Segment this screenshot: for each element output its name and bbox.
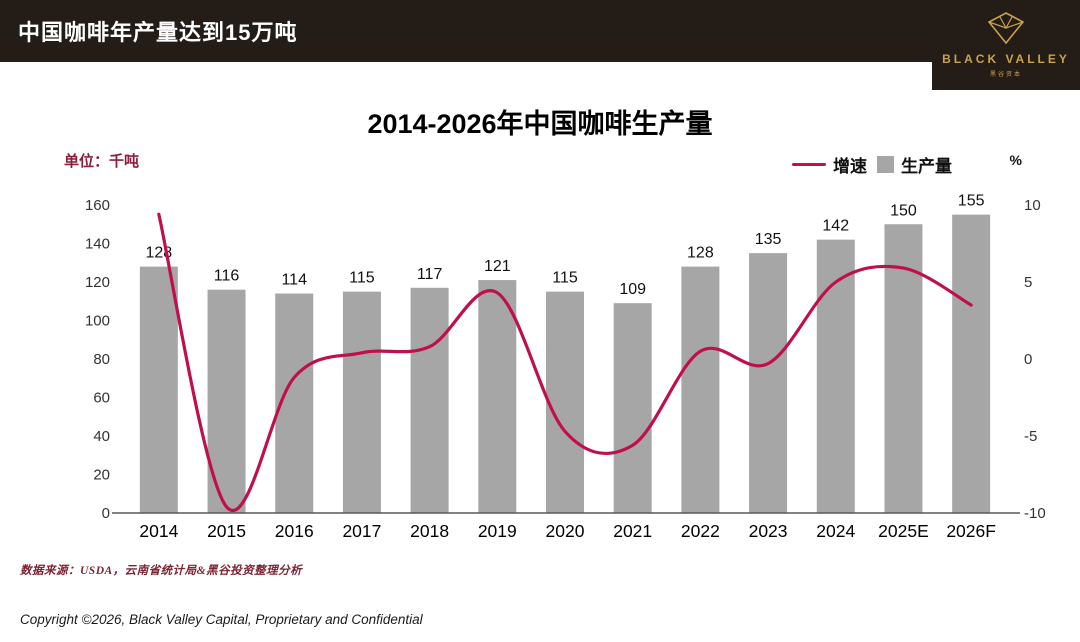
bar-value-label: 155 [958,193,985,210]
left-axis-tick-label: 0 [102,505,110,522]
left-axis-tick-label: 80 [93,351,110,368]
header-bar: 中国咖啡年产量达到15万吨 [0,0,1080,62]
legend-growth-label: 增速 [833,157,867,176]
production-bar-swatch [877,156,894,173]
left-axis-tick-label: 40 [93,428,110,445]
chart-legend: 增速 生产量 [792,152,952,177]
growth-line-swatch [792,163,826,166]
bar-2024 [816,239,855,513]
bar-value-label: 135 [755,231,782,248]
x-axis-label-2024: 2024 [816,521,855,541]
brand-subtext: 黑谷资本 [989,72,1022,78]
right-axis-tick-label: -5 [1024,428,1037,445]
right-axis-tick-label: 0 [1024,351,1032,368]
copyright-note: Copyright ©2026, Black Valley Capital, P… [20,612,423,627]
x-axis-label-2021: 2021 [613,521,652,541]
logo-box: BLACK VALLEY 黑谷资本 [932,0,1080,90]
bar-2020 [546,291,584,513]
bar-2018 [410,287,449,513]
unit-label: 单位：千吨 [64,153,140,170]
x-axis-label-2022: 2022 [681,521,720,541]
chart-title: 2014-2026年中国咖啡生产量 [367,109,713,139]
x-axis-label-2015: 2015 [207,521,246,541]
x-axis-label-2018: 2018 [410,521,449,541]
bar-2022 [681,266,720,513]
bar-2023 [749,253,788,513]
x-axis-label-2023: 2023 [749,521,788,541]
bar-value-label: 115 [349,270,375,287]
left-axis-tick-label: 100 [85,313,110,330]
right-axis-tick-label: -10 [1024,505,1046,522]
brand-name: BLACK VALLEY [942,52,1070,66]
bar-value-label: 128 [687,245,714,262]
x-axis-label-2025E: 2025E [878,521,929,541]
left-axis-tick-label: 60 [93,390,110,407]
bar-2017 [342,291,381,513]
bar-value-label: 150 [890,202,917,219]
bar-value-label: 114 [281,272,307,289]
bar-value-label: 115 [552,270,578,287]
bar-2021 [613,303,652,513]
legend-production-label: 生产量 [901,157,952,176]
header-title: 中国咖啡年产量达到15万吨 [18,20,298,45]
bar-value-label: 117 [417,266,443,283]
right-axis-tick-label: 5 [1024,274,1032,291]
growth-rate-line [157,212,973,512]
x-axis-label-2026F: 2026F [946,521,996,541]
right-axis-unit-label: % [1009,152,1022,168]
bar-value-label: 142 [822,218,849,235]
bar-value-label: 121 [484,258,511,275]
left-axis-tick-label: 140 [85,236,110,253]
left-axis-tick-label: 120 [85,274,110,291]
data-source-note: 数据来源：USDA，云南省统计局&黑谷投资整理分析 [20,565,303,577]
x-axis-label-2017: 2017 [342,521,381,541]
legend-item-production: 生产量 [877,152,952,177]
black-valley-logo-icon [986,12,1026,49]
bar-value-label: 116 [214,268,240,285]
x-axis-label-2020: 2020 [546,521,585,541]
legend-item-growth: 增速 [792,152,867,177]
left-axis-tick-label: 20 [93,467,110,484]
bar-2026F [952,214,991,513]
x-axis-label-2019: 2019 [478,521,517,541]
x-axis-label-2016: 2016 [275,521,314,541]
left-axis-tick-label: 160 [85,197,110,214]
right-axis-tick-label: 10 [1024,197,1041,214]
x-axis-label-2014: 2014 [139,521,178,541]
bar-value-label: 109 [619,281,646,298]
bar-2014 [139,266,178,513]
bar-2019 [478,280,517,513]
production-growth-chart: 0 20 40 60 80 100 120 140 160 -10 -5 0 5 10 128 2014 116… [85,193,1046,541]
